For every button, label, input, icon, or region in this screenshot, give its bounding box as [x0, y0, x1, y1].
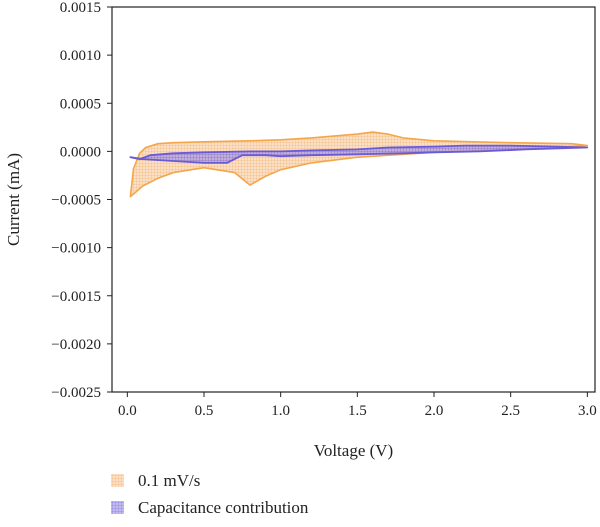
x-tick-label: 2.0 — [425, 403, 444, 419]
y-tick-label: 0.0005 — [60, 96, 101, 112]
x-tick-label: 2.5 — [501, 403, 520, 419]
series-capacitance-area — [129, 144, 589, 164]
ticks-layer: 0.0 0.5 1.0 1.5 2.0 2.5 3.0 0.0015 0.0010 0.0005 0… — [51, 0, 596, 419]
x-tick-label: 0.0 — [118, 403, 137, 419]
y-tick-label: 0.0000 — [60, 144, 101, 160]
y-tick-label: −0.0010 — [51, 241, 101, 257]
y-tick-label: −0.0015 — [51, 289, 101, 305]
legend-label-capacitance: Capacitance contribution — [138, 498, 309, 517]
series-0p1-mvs-area — [129, 131, 589, 198]
x-axis-label: Voltage (V) — [314, 441, 393, 460]
x-tick-label: 1.0 — [271, 403, 290, 419]
x-tick-label: 3.0 — [578, 403, 597, 419]
y-tick-label: −0.0025 — [51, 385, 101, 401]
plot-frame — [111, 6, 596, 393]
y-tick-label: 0.0015 — [60, 0, 101, 16]
y-tick-label: −0.0020 — [51, 337, 101, 353]
x-tick-label: 1.5 — [348, 403, 367, 419]
legend-swatch-capacitance — [111, 501, 124, 514]
x-tick-label: 0.5 — [195, 403, 214, 419]
y-tick-label: 0.0010 — [60, 48, 101, 64]
legend-swatch-0p1-mvs — [111, 474, 124, 487]
legend: 0.1 mV/s Capacitance contribution — [111, 471, 309, 517]
y-axis-label: Current (mA) — [4, 153, 23, 246]
series-layer — [129, 131, 589, 198]
legend-label-0p1-mvs: 0.1 mV/s — [138, 471, 200, 490]
y-tick-label: −0.0005 — [51, 193, 101, 209]
